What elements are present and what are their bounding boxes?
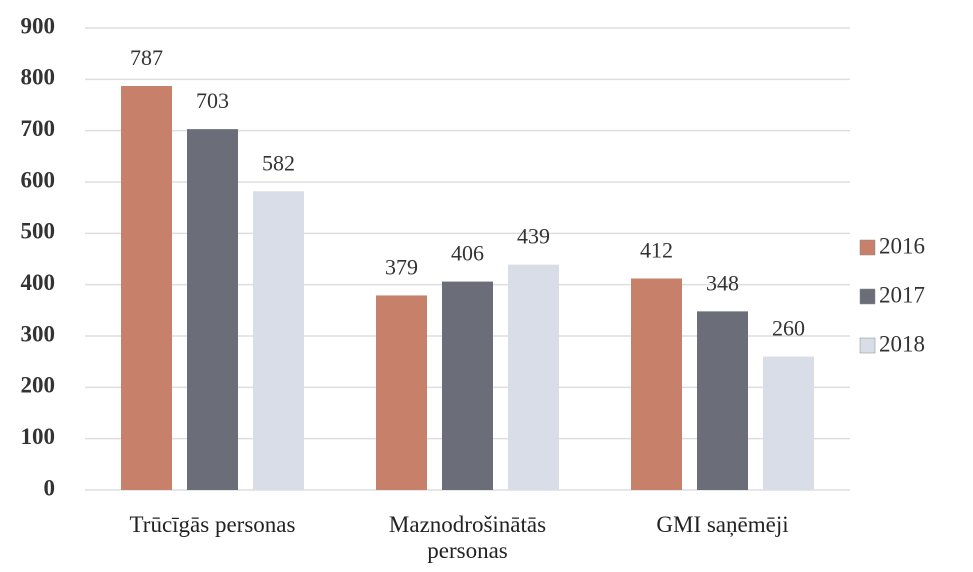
y-tick-label: 100 bbox=[21, 424, 56, 449]
value-label: 703 bbox=[196, 88, 229, 113]
value-label: 406 bbox=[451, 241, 484, 266]
value-label: 787 bbox=[130, 45, 163, 70]
bar bbox=[442, 281, 493, 490]
y-tick-label: 200 bbox=[21, 373, 56, 398]
y-tick-label: 800 bbox=[21, 65, 56, 90]
value-label: 348 bbox=[706, 270, 739, 295]
bar bbox=[631, 278, 682, 490]
x-tick-label: GMI saņēmēji bbox=[656, 512, 789, 537]
legend-swatch bbox=[859, 337, 876, 354]
legend-swatch bbox=[859, 288, 876, 305]
y-tick-label: 600 bbox=[21, 167, 56, 192]
value-label: 379 bbox=[385, 254, 418, 279]
legend-label: 2016 bbox=[879, 233, 925, 258]
bar bbox=[763, 356, 814, 490]
x-tick-label: Maznodrošinātās personas bbox=[388, 512, 547, 563]
y-tick-label: 500 bbox=[21, 219, 56, 244]
legend-label: 2017 bbox=[879, 282, 925, 307]
value-label: 260 bbox=[772, 316, 805, 341]
y-tick-label: 300 bbox=[21, 321, 56, 346]
y-tick-label: 700 bbox=[21, 116, 56, 141]
bar bbox=[121, 86, 172, 491]
y-tick-label: 0 bbox=[44, 475, 56, 500]
value-label: 439 bbox=[517, 224, 550, 249]
legend-label: 2018 bbox=[879, 331, 925, 356]
bar bbox=[697, 311, 748, 490]
bar bbox=[508, 264, 559, 490]
legend-swatch bbox=[859, 239, 876, 256]
value-label: 412 bbox=[640, 238, 673, 263]
value-label: 582 bbox=[262, 150, 295, 175]
bar bbox=[187, 129, 238, 491]
y-tick-label: 900 bbox=[21, 13, 56, 38]
bar bbox=[253, 191, 304, 491]
y-tick-label: 400 bbox=[21, 270, 56, 295]
bar bbox=[376, 295, 427, 490]
x-tick-label: Trūcīgās personas bbox=[129, 512, 296, 537]
